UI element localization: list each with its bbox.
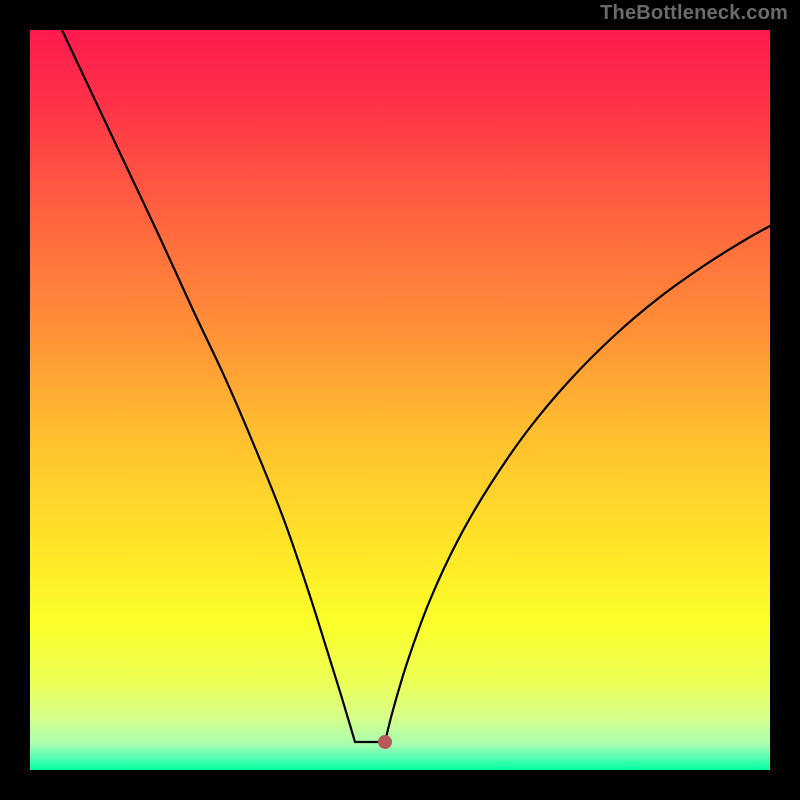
- optimum-marker: [378, 735, 392, 749]
- curve-overlay: [30, 30, 770, 770]
- bottleneck-curve: [62, 30, 770, 742]
- plot-area: [30, 30, 770, 770]
- chart-frame: TheBottleneck.com: [0, 0, 800, 800]
- watermark-text: TheBottleneck.com: [600, 2, 788, 25]
